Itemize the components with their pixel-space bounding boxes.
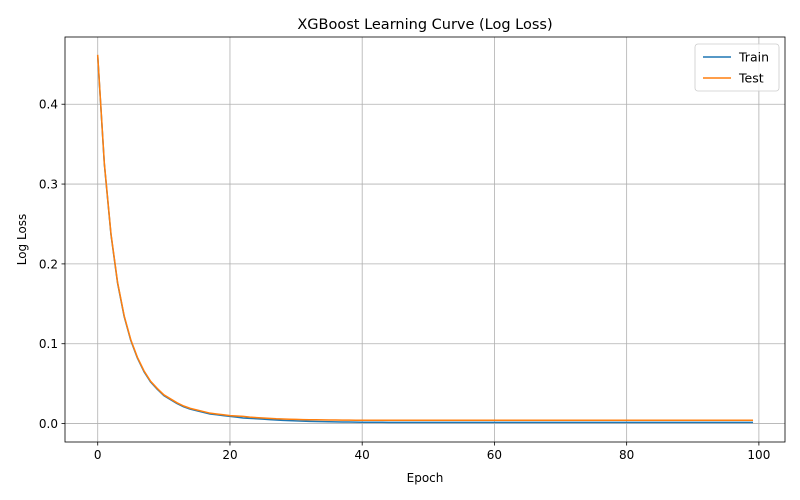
y-axis-label: Log Loss (15, 214, 29, 266)
grid (65, 37, 785, 442)
series-line-test (96, 54, 754, 422)
chart-title: XGBoost Learning Curve (Log Loss) (297, 17, 552, 33)
y-tick-label: 0.4 (39, 98, 58, 112)
x-tick-label: 80 (619, 448, 634, 462)
legend-frame (694, 43, 780, 92)
plot-frame (64, 36, 786, 443)
x-tick-label: 40 (355, 448, 370, 462)
y-tick-label: 0.3 (39, 178, 58, 192)
axis-ticks: 0 20 40 60 80 100 0.0 0.1 0.2 0.3 0.4 (39, 98, 770, 462)
y-tick-label: 0.0 (39, 417, 58, 431)
x-tick-label: 100 (747, 448, 770, 462)
y-tick-label: 0.2 (39, 257, 58, 271)
legend: Train Test (694, 43, 780, 92)
legend-label-train: Train (738, 50, 769, 65)
legend-label-test: Test (738, 71, 764, 86)
x-tick-label: 20 (222, 448, 237, 462)
x-tick-label: 0 (94, 448, 102, 462)
x-axis-label: Epoch (407, 471, 444, 485)
y-tick-label: 0.1 (39, 337, 58, 351)
x-tick-label: 60 (487, 448, 502, 462)
series-lines (96, 54, 754, 424)
series-line-train (96, 55, 754, 424)
